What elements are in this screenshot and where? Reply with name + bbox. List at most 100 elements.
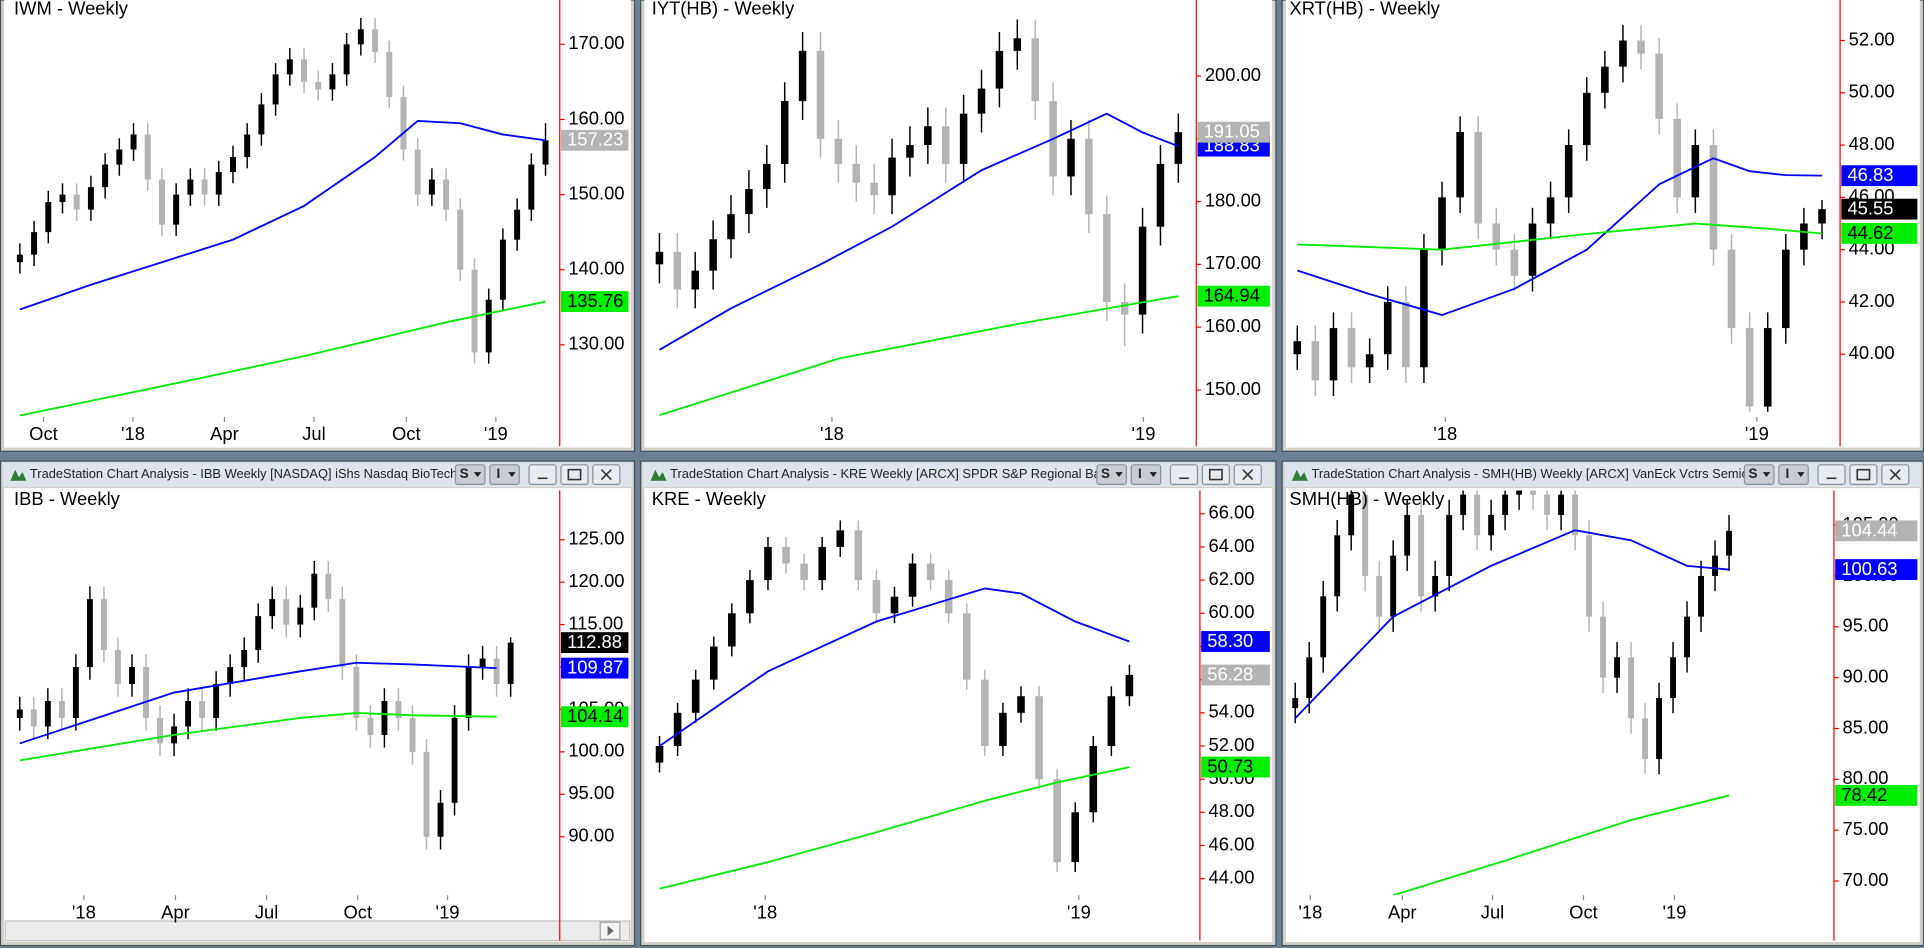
candle-body xyxy=(709,239,717,271)
candle-body xyxy=(1582,92,1591,146)
y-tick-label: 66.00 xyxy=(1209,502,1255,523)
moving-average xyxy=(658,112,1179,351)
y-tick-label: 75.00 xyxy=(1843,818,1889,839)
candle-body xyxy=(1311,341,1320,381)
candle-body xyxy=(1763,328,1772,407)
candle-body xyxy=(465,667,472,718)
maximize-button[interactable] xyxy=(560,464,589,486)
y-tick-label: 54.00 xyxy=(1209,701,1255,722)
app-icon xyxy=(10,469,27,481)
y-tick-label: 85.00 xyxy=(1843,716,1889,737)
x-tick-label: '19 xyxy=(484,423,508,444)
moving-average xyxy=(1392,794,1730,896)
price-tag xyxy=(560,657,629,679)
y-tick-label: 150.00 xyxy=(568,182,624,203)
candle-body xyxy=(673,712,682,746)
price-tag xyxy=(1197,285,1270,307)
chart-title: IBB - Weekly xyxy=(14,488,121,509)
candle-body xyxy=(818,546,826,581)
candle-body xyxy=(1726,530,1732,556)
candle-body xyxy=(1017,696,1025,713)
chart-window: 52.0050.0048.0046.0044.0042.0040.00'18'1… xyxy=(1281,0,1924,452)
price-tag xyxy=(1197,121,1270,143)
window-button[interactable] xyxy=(454,464,486,486)
candle-body xyxy=(353,667,360,718)
candle-body xyxy=(1558,494,1565,515)
y-tick-label: 42.00 xyxy=(1849,290,1895,311)
price-tag-label: 104.14 xyxy=(567,705,623,726)
candle-body xyxy=(381,700,388,735)
candle-body xyxy=(158,179,165,225)
window-button-label: I xyxy=(497,466,501,481)
candle-body xyxy=(780,101,789,164)
window-button[interactable] xyxy=(1130,464,1162,486)
y-tick-label: 100.00 xyxy=(568,740,624,761)
x-tick-label: Apr xyxy=(161,902,190,923)
candle-body xyxy=(215,172,222,195)
price-tag-label: 58.30 xyxy=(1207,630,1253,651)
candle-body xyxy=(1673,118,1682,198)
candle-body xyxy=(1292,697,1299,709)
window-button[interactable] xyxy=(1778,464,1809,486)
x-tick-label: '19 xyxy=(1067,902,1091,923)
minimize-button[interactable] xyxy=(1169,464,1199,486)
plot xyxy=(1292,490,1732,896)
window-button[interactable] xyxy=(1743,464,1775,486)
chart-title: KRE - Weekly xyxy=(652,488,767,509)
candle-body xyxy=(130,134,137,150)
candle-body xyxy=(782,546,790,564)
maximize-button[interactable] xyxy=(1201,464,1230,486)
candle-body xyxy=(816,50,825,139)
chart-window: TradeStation Chart Analysis - SMH(HB) We… xyxy=(1281,460,1924,947)
candle-body xyxy=(499,239,506,300)
chart-area xyxy=(644,0,1273,448)
candle-body xyxy=(199,700,206,718)
candle-body xyxy=(1656,697,1662,760)
moving-average xyxy=(19,119,546,311)
candle-body xyxy=(890,596,899,614)
candle-body xyxy=(854,530,863,581)
minimize-button[interactable] xyxy=(528,464,557,486)
x-tick-label: Apr xyxy=(1388,902,1417,923)
price-tag-label: 45.55 xyxy=(1847,198,1893,219)
price-tag xyxy=(1835,559,1918,580)
candle-body xyxy=(1031,38,1039,102)
x-tick-label: '18 xyxy=(820,423,844,444)
window-button[interactable] xyxy=(489,464,520,486)
window-button[interactable] xyxy=(1096,464,1127,486)
candle-body xyxy=(1347,328,1356,368)
x-tick-label: '19 xyxy=(436,902,460,923)
scrollbar[interactable] xyxy=(4,920,631,942)
candle-body xyxy=(981,679,989,746)
x-tick-label: '18 xyxy=(1433,423,1457,444)
candle-body xyxy=(457,209,464,270)
candle-body xyxy=(1782,249,1790,329)
price-tag xyxy=(560,291,629,312)
candle-body xyxy=(1402,301,1410,368)
maximize-button[interactable] xyxy=(1849,464,1878,486)
candle-body xyxy=(1420,249,1428,368)
candle-body xyxy=(962,613,971,680)
candle-body xyxy=(764,546,772,581)
candle-body xyxy=(1320,596,1327,658)
candle-body xyxy=(1383,301,1392,355)
candle-body xyxy=(888,157,896,196)
candle-body xyxy=(1502,494,1509,515)
candle-body xyxy=(1438,197,1446,250)
candle-body xyxy=(185,700,192,727)
plot xyxy=(655,520,1134,890)
candle-body xyxy=(255,616,262,651)
candle-body xyxy=(73,194,80,210)
candle-body xyxy=(1293,341,1302,355)
candle-body xyxy=(1637,40,1645,54)
candle-body xyxy=(395,700,402,718)
candle-body xyxy=(451,717,458,803)
price-tag-label: 44.62 xyxy=(1847,222,1893,243)
y-tick-label: 180.00 xyxy=(1205,189,1261,210)
candle-body xyxy=(870,182,878,196)
minimize-button[interactable] xyxy=(1817,464,1846,486)
candle-body xyxy=(343,44,350,75)
candle-body xyxy=(409,717,416,752)
x-tick-label: '18 xyxy=(72,902,96,923)
